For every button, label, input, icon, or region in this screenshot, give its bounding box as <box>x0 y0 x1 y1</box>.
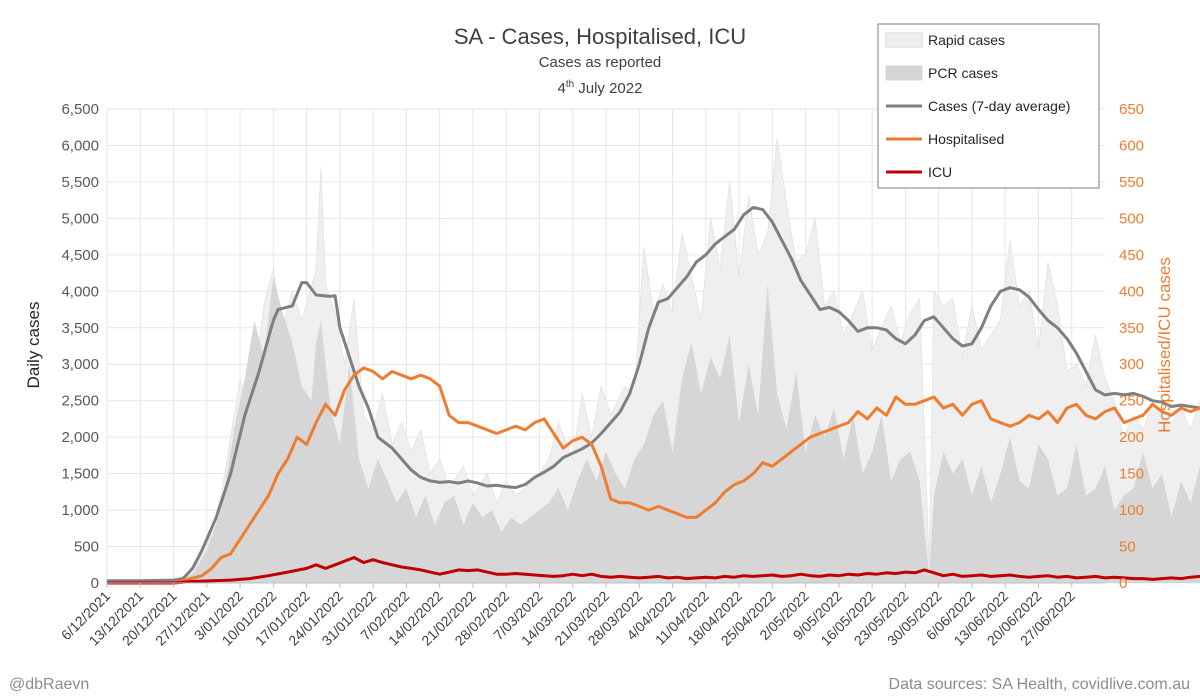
y2-tick-label: 300 <box>1119 356 1144 373</box>
footer-sources: Data sources: SA Health, covidlive.com.a… <box>889 676 1190 693</box>
y2-tick-label: 650 <box>1119 101 1144 118</box>
pcr-cases-area <box>107 276 1200 583</box>
y-tick-label: 0 <box>91 575 99 592</box>
legend-label-cases-7-day-average: Cases (7-day average) <box>928 98 1070 114</box>
y2-tick-label: 550 <box>1119 174 1144 191</box>
y-tick-label: 3,500 <box>61 320 99 337</box>
chart-date: 4th July 2022 <box>558 79 643 97</box>
legend: Rapid cases PCR cases Cases (7-day average… <box>877 23 1100 189</box>
y-tick-label: 6,000 <box>61 137 99 154</box>
y-tick-label: 1,000 <box>61 502 99 519</box>
legend-label-rapid-cases: Rapid cases <box>928 32 1005 48</box>
y2-tick-label: 250 <box>1119 393 1144 410</box>
y-tick-label: 500 <box>74 539 99 556</box>
y-tick-label: 5,500 <box>61 174 99 191</box>
y-tick-label: 1,500 <box>61 466 99 483</box>
hospitalised-line <box>107 366 1200 585</box>
y2-tick-label: 350 <box>1119 320 1144 337</box>
y-tick-label: 2,500 <box>61 393 99 410</box>
y-tick-label: 4,500 <box>61 247 99 264</box>
y2-tick-label: 50 <box>1119 539 1136 556</box>
footer-credit: @dbRaevn <box>9 676 89 693</box>
y-tick-label: 5,000 <box>61 210 99 227</box>
legend-label-icu: ICU <box>928 164 952 180</box>
legend-label-pcr-cases: PCR cases <box>928 65 998 81</box>
y-tick-label: 4,000 <box>61 283 99 300</box>
y2-tick-label: 600 <box>1119 137 1144 154</box>
legend-swatch-pcr-cases <box>885 65 923 81</box>
chart-title: SA - Cases, Hospitalised, ICU <box>454 24 746 49</box>
area-series <box>106 138 1200 584</box>
y2-axis-ticks: 0 50 100 150 200 250 300 350 400 450 500 550 600 650 <box>1119 101 1144 592</box>
y2-tick-label: 400 <box>1119 283 1144 300</box>
y-axis-label: Daily cases <box>24 302 43 389</box>
y2-tick-label: 100 <box>1119 502 1144 519</box>
y-tick-label: 6,500 <box>61 101 99 118</box>
chart-date-suffix: th <box>566 79 574 90</box>
chart-subtitle: Cases as reported <box>539 54 662 71</box>
icu-line <box>107 556 1200 585</box>
y-axis-ticks: 0 500 1,000 1,500 2,000 2,500 3,000 3,500 4,000 4… <box>61 101 99 592</box>
chart-date-rest: July 2022 <box>578 80 642 97</box>
y2-axis-label: Hospitalised/ICU cases <box>1155 257 1174 433</box>
y-tick-label: 3,000 <box>61 356 99 373</box>
y2-tick-label: 150 <box>1119 466 1144 483</box>
legend-swatch-rapid-cases <box>885 32 923 48</box>
legend-label-hospitalised: Hospitalised <box>928 131 1004 147</box>
y2-tick-label: 200 <box>1119 429 1144 446</box>
chart-date-day: 4 <box>558 80 566 97</box>
y2-tick-label: 500 <box>1119 210 1144 227</box>
y2-tick-label: 450 <box>1119 247 1144 264</box>
cases-7-day-average-line <box>107 205 1200 583</box>
legend-items: Rapid cases PCR cases Cases (7-day average… <box>885 32 1070 180</box>
y2-tick-label: 0 <box>1119 575 1127 592</box>
y-tick-label: 2,000 <box>61 429 99 446</box>
line-series <box>107 205 1200 585</box>
